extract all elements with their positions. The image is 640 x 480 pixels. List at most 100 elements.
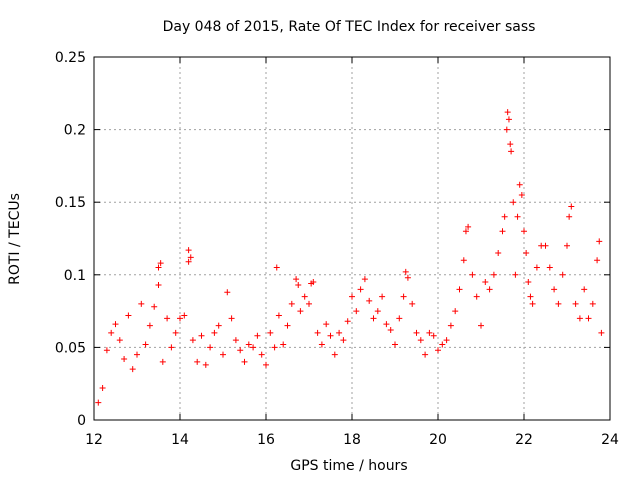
data-point <box>568 203 575 210</box>
data-point <box>404 274 411 281</box>
data-point <box>396 315 403 322</box>
x-tick-label: 20 <box>429 432 447 448</box>
data-point <box>142 341 149 348</box>
x-tick-label: 16 <box>257 432 275 448</box>
data-point <box>310 279 317 286</box>
data-point <box>202 361 209 368</box>
data-point <box>409 300 416 307</box>
data-point <box>295 281 302 288</box>
data-point <box>108 329 115 336</box>
data-point <box>443 337 450 344</box>
data-point <box>121 356 128 363</box>
data-point <box>527 293 534 300</box>
data-point <box>357 286 364 293</box>
data-point <box>187 254 194 261</box>
y-tick-label: 0.05 <box>55 340 86 356</box>
data-point <box>510 199 517 206</box>
data-point <box>422 351 429 358</box>
chart-title: Day 048 of 2015, Rate Of TEC Index for r… <box>163 19 536 35</box>
data-point <box>157 260 164 267</box>
data-point <box>370 315 377 322</box>
data-point <box>473 293 480 300</box>
data-point <box>327 332 334 339</box>
data-point <box>271 344 278 351</box>
data-point <box>529 300 536 307</box>
data-point <box>241 358 248 365</box>
y-axis-label: ROTI / TECUs <box>7 193 23 285</box>
data-point <box>518 191 525 198</box>
data-point <box>589 300 596 307</box>
data-point <box>228 315 235 322</box>
data-point <box>224 289 231 296</box>
data-point <box>314 329 321 336</box>
data-point <box>542 242 549 249</box>
data-point <box>598 329 605 336</box>
data-point <box>207 344 214 351</box>
data-point <box>245 341 252 348</box>
x-tick-label: 24 <box>601 432 619 448</box>
data-point <box>284 322 291 329</box>
data-point <box>596 238 603 245</box>
data-point <box>344 318 351 325</box>
data-point <box>426 329 433 336</box>
data-point <box>232 337 239 344</box>
data-point <box>99 385 106 392</box>
data-point <box>478 322 484 329</box>
data-point <box>258 351 265 358</box>
data-point <box>523 250 530 257</box>
data-point <box>263 361 269 368</box>
data-point <box>564 242 570 249</box>
data-point <box>280 341 287 348</box>
data-point <box>293 276 300 283</box>
data-point <box>177 315 183 322</box>
data-point <box>267 329 274 336</box>
data-point <box>297 308 304 315</box>
data-point <box>250 344 257 351</box>
data-point <box>155 264 162 271</box>
data-point <box>129 366 136 373</box>
data-point <box>585 315 592 322</box>
data-point <box>417 337 424 344</box>
data-point <box>452 308 459 315</box>
data-point <box>134 351 140 358</box>
data-point <box>482 279 489 286</box>
data-point <box>387 326 394 333</box>
data-point <box>594 257 601 264</box>
data-point <box>103 347 110 354</box>
data-point <box>469 271 476 278</box>
data-point <box>460 257 467 264</box>
data-point <box>172 329 179 336</box>
data-point <box>439 341 446 348</box>
data-point <box>288 300 295 307</box>
data-point <box>125 312 132 319</box>
data-point <box>503 126 510 133</box>
y-tick-label: 0.15 <box>55 195 86 211</box>
data-point <box>366 297 373 304</box>
data-point <box>490 271 497 278</box>
x-tick-label: 12 <box>85 432 103 448</box>
x-axis-label: GPS time / hours <box>290 458 407 474</box>
data-point <box>155 281 162 288</box>
data-point <box>340 337 347 344</box>
data-point <box>413 329 420 336</box>
data-point <box>331 351 338 358</box>
data-point <box>374 308 381 315</box>
data-point <box>521 228 527 235</box>
data-point <box>349 293 355 300</box>
data-point <box>194 358 201 365</box>
data-point <box>465 223 472 230</box>
data-point <box>430 332 437 339</box>
data-point <box>505 116 512 123</box>
data-point <box>456 286 463 293</box>
data-point <box>185 258 192 265</box>
data-point <box>499 228 506 235</box>
data-point <box>273 264 280 271</box>
data-point <box>306 300 312 307</box>
data-point <box>211 329 218 336</box>
data-point <box>301 293 308 300</box>
data-point <box>392 341 398 348</box>
data-point <box>486 286 493 293</box>
data-point <box>402 268 409 275</box>
